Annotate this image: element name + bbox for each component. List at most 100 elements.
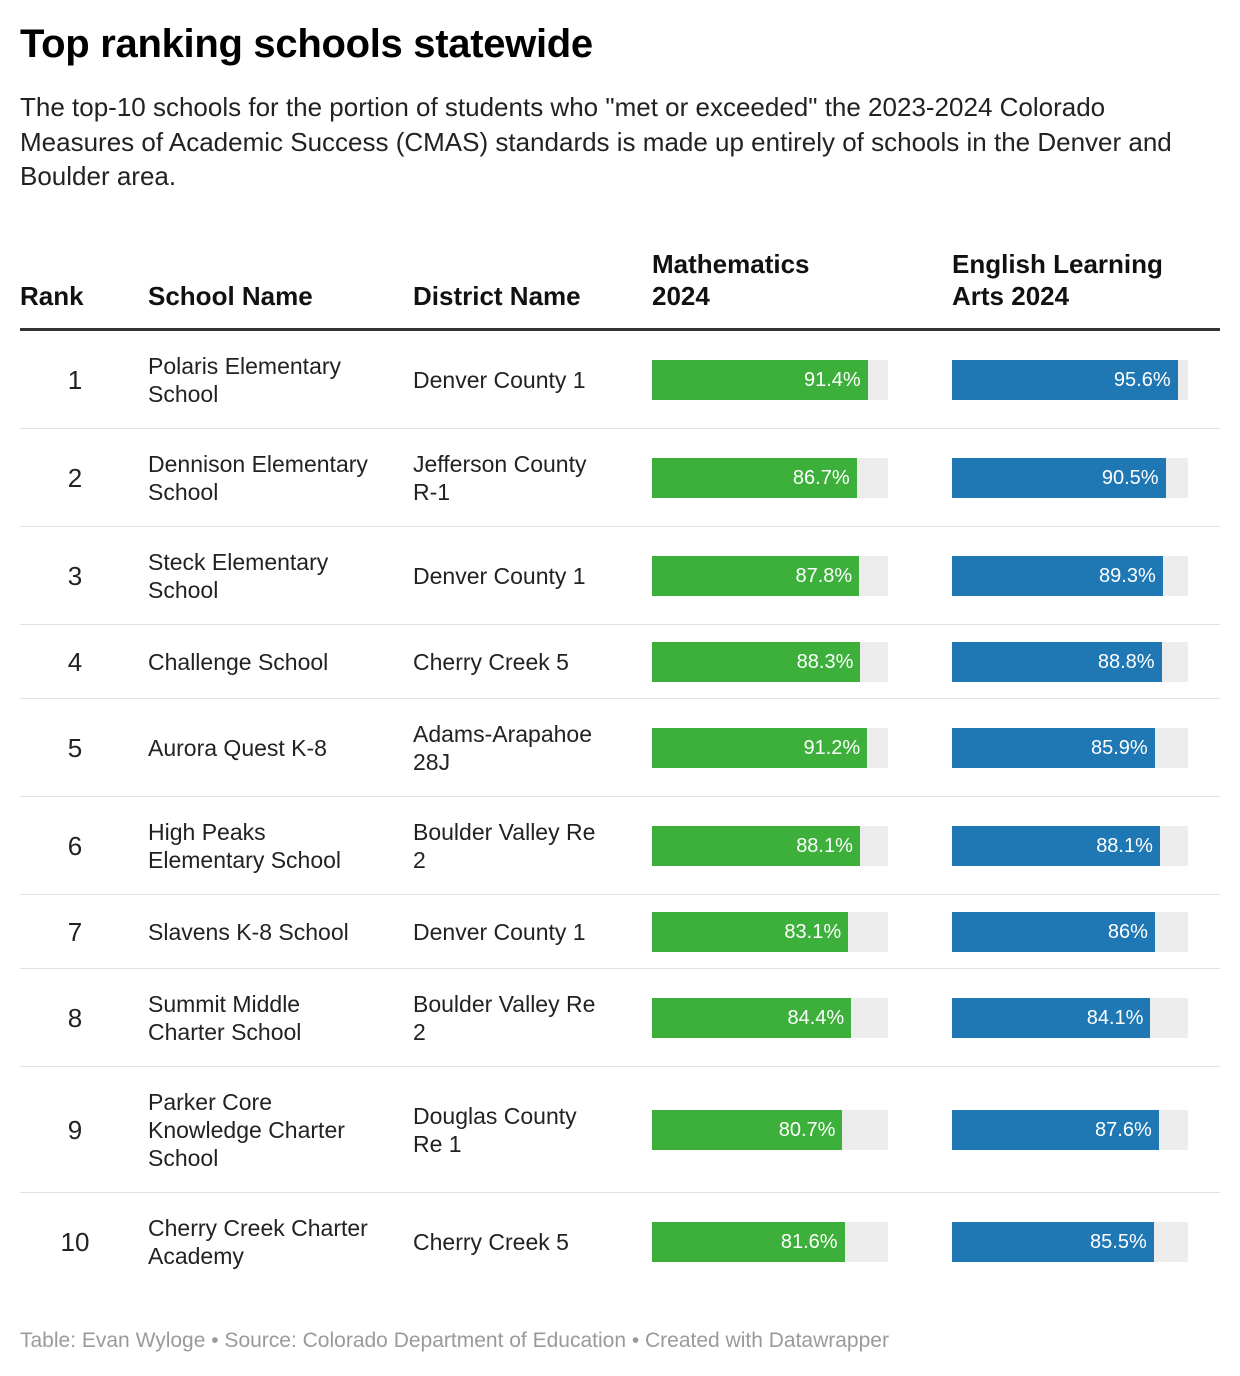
rank-cell: 10 [60,1227,90,1257]
math-score-bar: 88.1% [652,825,860,866]
math-score-track: 81.6% [652,1222,888,1262]
ela-score-bar: 85.5% [952,1222,1154,1262]
math-score-track: 83.1% [652,911,888,952]
table-body: 1 Polaris Elementary School Denver County … [20,331,1220,1291]
ela-score-value-label: 86% [1107,920,1148,943]
ela-score-value-label: 90.5% [1101,466,1159,489]
ela-score-track: 89.3% [952,555,1188,596]
ela-score-bar: 89.3% [952,555,1163,596]
math-score-track: 91.2% [652,727,888,768]
math-score-bar: 84.4% [652,997,852,1038]
rank-cell: 1 [67,364,83,395]
table-header: Rank School Name District Name Mathemati… [20,248,1220,331]
ela-score-value-label: 84.1% [1086,1006,1144,1029]
math-score-bar: 86.7% [652,457,857,498]
ela-score-track: 87.6% [952,1109,1188,1150]
ela-score-value-label: 89.3% [1099,564,1156,587]
footer-credits: Table: Evan Wyloge • Source: Colorado De… [20,1329,889,1352]
school-name-cell: Summit Middle Charter School [148,990,302,1045]
ela-score-value-label: 88.8% [1097,650,1155,673]
school-name-cell: High Peaks Elementary School [148,818,342,873]
district-name-cell: Jefferson County R-1 [413,450,587,505]
math-score-value-label: 84.4% [787,1006,845,1029]
ela-score-bar: 90.5% [952,457,1166,498]
math-score-track: 80.7% [652,1109,888,1150]
rank-cell: 9 [67,1114,83,1145]
district-name-cell: Denver County 1 [413,366,586,393]
ela-score-track: 84.1% [952,997,1188,1038]
rank-cell: 8 [67,1002,83,1033]
ela-score-track: 90.5% [952,457,1188,498]
ela-score-bar: 95.6% [952,359,1178,400]
school-name-cell: Slavens K-8 School [148,918,349,945]
math-score-bar: 88.3% [652,641,861,682]
math-score-bar: 87.8% [652,555,860,596]
math-score-track: 91.4% [652,359,888,400]
ela-score-track: 86% [952,911,1188,952]
ela-score-track: 85.9% [952,727,1188,768]
table-row: 7 Slavens K-8 School Denver County 1 83.1% 8… [20,895,1220,969]
school-name-cell: Parker Core Knowledge Charter School [148,1088,345,1171]
rank-cell: 4 [67,646,83,677]
math-score-bar: 80.7% [652,1109,843,1150]
district-name-cell: Cherry Creek 5 [413,648,569,675]
school-name-cell: Aurora Quest K-8 [148,734,327,761]
math-score-track: 87.8% [652,555,888,596]
math-score-value-label: 80.7% [778,1118,836,1141]
table-row: 10 Cherry Creek Charter Academy Cherry Cre… [20,1193,1220,1291]
header-district-name[interactable]: District Name [413,281,581,311]
district-name-cell: Adams-Arapahoe 28J [413,720,592,775]
math-score-value-label: 91.4% [803,368,861,391]
district-name-cell: Boulder Valley Re 2 [413,990,596,1045]
ela-score-bar: 88.8% [952,641,1162,682]
school-name-cell: Cherry Creek Charter Academy [148,1215,368,1269]
school-name-cell: Dennison Elementary School [148,450,368,505]
header-english-learning-arts-2024[interactable]: English Learning Arts 2024 [952,249,1163,311]
page-subtitle: The top-10 schools for the portion of st… [20,92,1172,191]
math-score-value-label: 88.3% [796,650,854,673]
page-title: Top ranking schools statewide [20,22,593,66]
ela-score-bar: 87.6% [952,1109,1159,1150]
header-school-name[interactable]: School Name [148,281,313,311]
ela-score-track: 88.1% [952,825,1188,866]
math-score-bar: 91.2% [652,727,868,768]
district-name-cell: Douglas County Re 1 [413,1102,577,1157]
ela-score-track: 88.8% [952,641,1188,682]
math-score-value-label: 83.1% [784,920,842,943]
header-mathematics-2024[interactable]: Mathematics 2024 [652,249,810,311]
math-score-bar: 83.1% [652,911,849,952]
math-score-value-label: 86.7% [792,466,850,489]
header-rank[interactable]: Rank [20,281,84,311]
math-score-track: 88.3% [652,641,888,682]
district-name-cell: Cherry Creek 5 [413,1229,569,1255]
ela-score-value-label: 95.6% [1113,368,1171,391]
table-row: 8 Summit Middle Charter School Boulder Val… [20,969,1220,1067]
math-score-value-label: 88.1% [796,834,853,857]
rank-cell: 5 [67,732,83,763]
rank-cell: 7 [67,916,83,947]
math-score-value-label: 91.2% [803,736,861,759]
table-row: 1 Polaris Elementary School Denver County … [20,331,1220,429]
district-name-cell: Denver County 1 [413,918,586,945]
math-score-value-label: 87.8% [795,564,853,587]
math-score-track: 88.1% [652,825,888,866]
rank-cell: 6 [67,830,83,861]
math-score-bar: 81.6% [652,1222,845,1262]
math-score-track: 86.7% [652,457,888,498]
school-name-cell: Steck Elementary School [148,548,329,603]
ela-score-value-label: 88.1% [1096,834,1153,857]
ela-score-value-label: 85.9% [1091,736,1148,759]
ela-score-value-label: 85.5% [1090,1231,1147,1253]
table-row: 9 Parker Core Knowledge Charter School Dou… [20,1067,1220,1193]
math-score-bar: 91.4% [652,359,868,400]
table-row: 4 Challenge School Cherry Creek 5 88.3% 88.8… [20,625,1220,699]
table-row: 2 Dennison Elementary School Jefferson Cou… [20,429,1220,527]
school-name-cell: Challenge School [148,648,329,675]
table-row: 5 Aurora Quest K-8 Adams-Arapahoe 28J 91.2%… [20,699,1220,797]
rank-cell: 2 [67,462,83,493]
math-score-value-label: 81.6% [780,1231,838,1253]
table-row: 3 Steck Elementary School Denver County 1 8… [20,527,1220,625]
ela-score-bar: 88.1% [952,825,1160,866]
ela-score-value-label: 87.6% [1095,1118,1152,1141]
school-name-cell: Polaris Elementary School [148,352,342,407]
